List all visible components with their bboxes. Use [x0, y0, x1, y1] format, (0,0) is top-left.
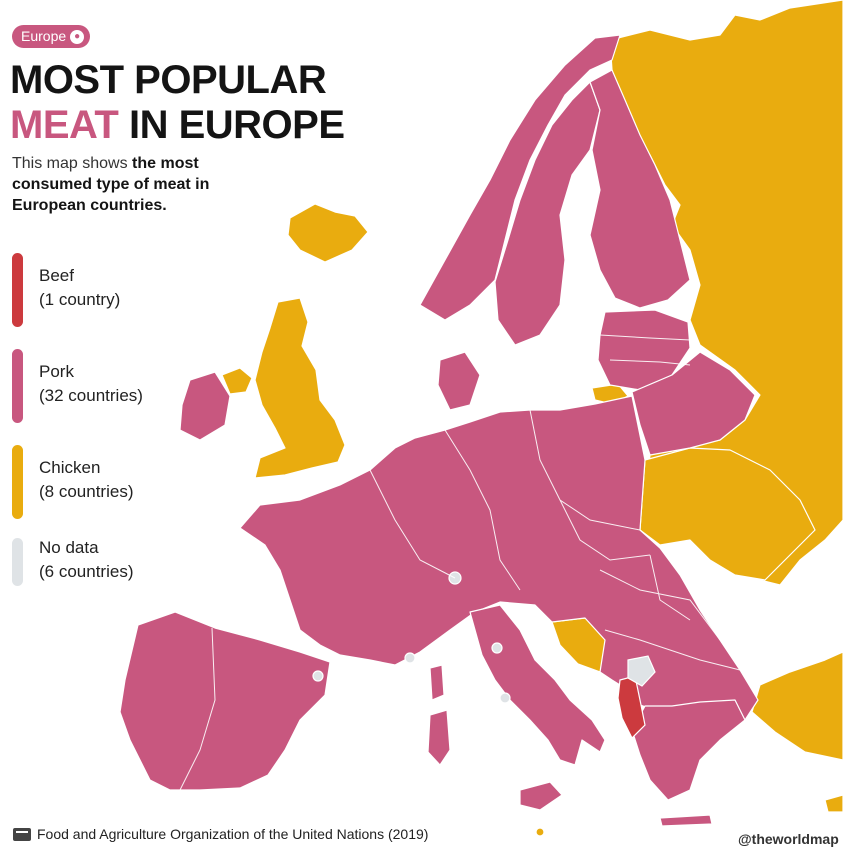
source-note: Food and Agriculture Organization of the…: [13, 826, 428, 842]
region-tag: Europe ●: [12, 25, 91, 48]
greece: [631, 699, 746, 801]
belarus: [631, 351, 756, 456]
crete: [659, 814, 713, 827]
iberia: [119, 611, 331, 791]
ireland: [179, 371, 231, 441]
denmark: [437, 351, 481, 411]
northern-ireland: [221, 367, 253, 395]
source-text: Food and Agriculture Organization of the…: [37, 826, 429, 842]
turkey: [751, 651, 843, 761]
legend-label-beef: Beef: [39, 266, 74, 285]
norway: [419, 34, 621, 321]
document-icon: [13, 827, 31, 841]
title-line-2-rest: IN EUROPE: [118, 103, 345, 147]
legend-item-no-data: No data (6 countries): [12, 538, 212, 613]
subtitle-bold: the most consumed type of meat in Europe…: [12, 155, 210, 214]
region-tag-label: Europe: [21, 28, 67, 44]
cyprus: [824, 794, 843, 813]
sardinia: [427, 709, 451, 766]
finland: [589, 69, 691, 309]
credit-handle: @theworldmap: [738, 831, 839, 847]
malta: [535, 827, 545, 837]
san-marino-no-data: [491, 642, 503, 654]
legend-swatch-no-data: [12, 538, 23, 586]
page-title: MOST POPULAR MEAT IN EUROPE: [10, 58, 345, 148]
great-britain: [254, 297, 346, 479]
monaco-no-data: [404, 652, 416, 664]
legend-swatch-beef: [12, 253, 23, 327]
ukraine: [639, 447, 816, 581]
sweden: [494, 81, 601, 346]
legend-item-chicken: Chicken (8 countries): [12, 445, 212, 520]
vatican-no-data: [499, 692, 511, 704]
andorra-no-data: [312, 670, 324, 682]
corsica: [429, 664, 445, 701]
subtitle: This map shows the most consumed type of…: [12, 153, 252, 216]
title-line-1: MOST POPULAR: [10, 58, 327, 102]
legend-count-pork: (32 countries): [39, 386, 143, 405]
legend-label-pork: Pork: [39, 362, 74, 381]
subtitle-lead: This map shows: [12, 155, 133, 172]
globe-icon: ●: [70, 29, 85, 44]
legend-label-chicken: Chicken: [39, 458, 101, 477]
legend-label-no-data: No data: [39, 538, 99, 557]
legend-swatch-pork: [12, 349, 23, 423]
legend-count-chicken: (8 countries): [39, 482, 134, 501]
title-accent: MEAT: [10, 103, 119, 147]
legend-count-no-data: (6 countries): [39, 562, 134, 581]
legend-swatch-chicken: [12, 445, 23, 519]
iceland: [287, 203, 369, 263]
kosovo: [627, 655, 656, 687]
legend-item-beef: Beef (1 country): [12, 253, 212, 328]
legend-item-pork: Pork (32 countries): [12, 349, 212, 424]
sicily: [519, 781, 563, 811]
legend-count-beef: (1 country): [39, 290, 121, 309]
